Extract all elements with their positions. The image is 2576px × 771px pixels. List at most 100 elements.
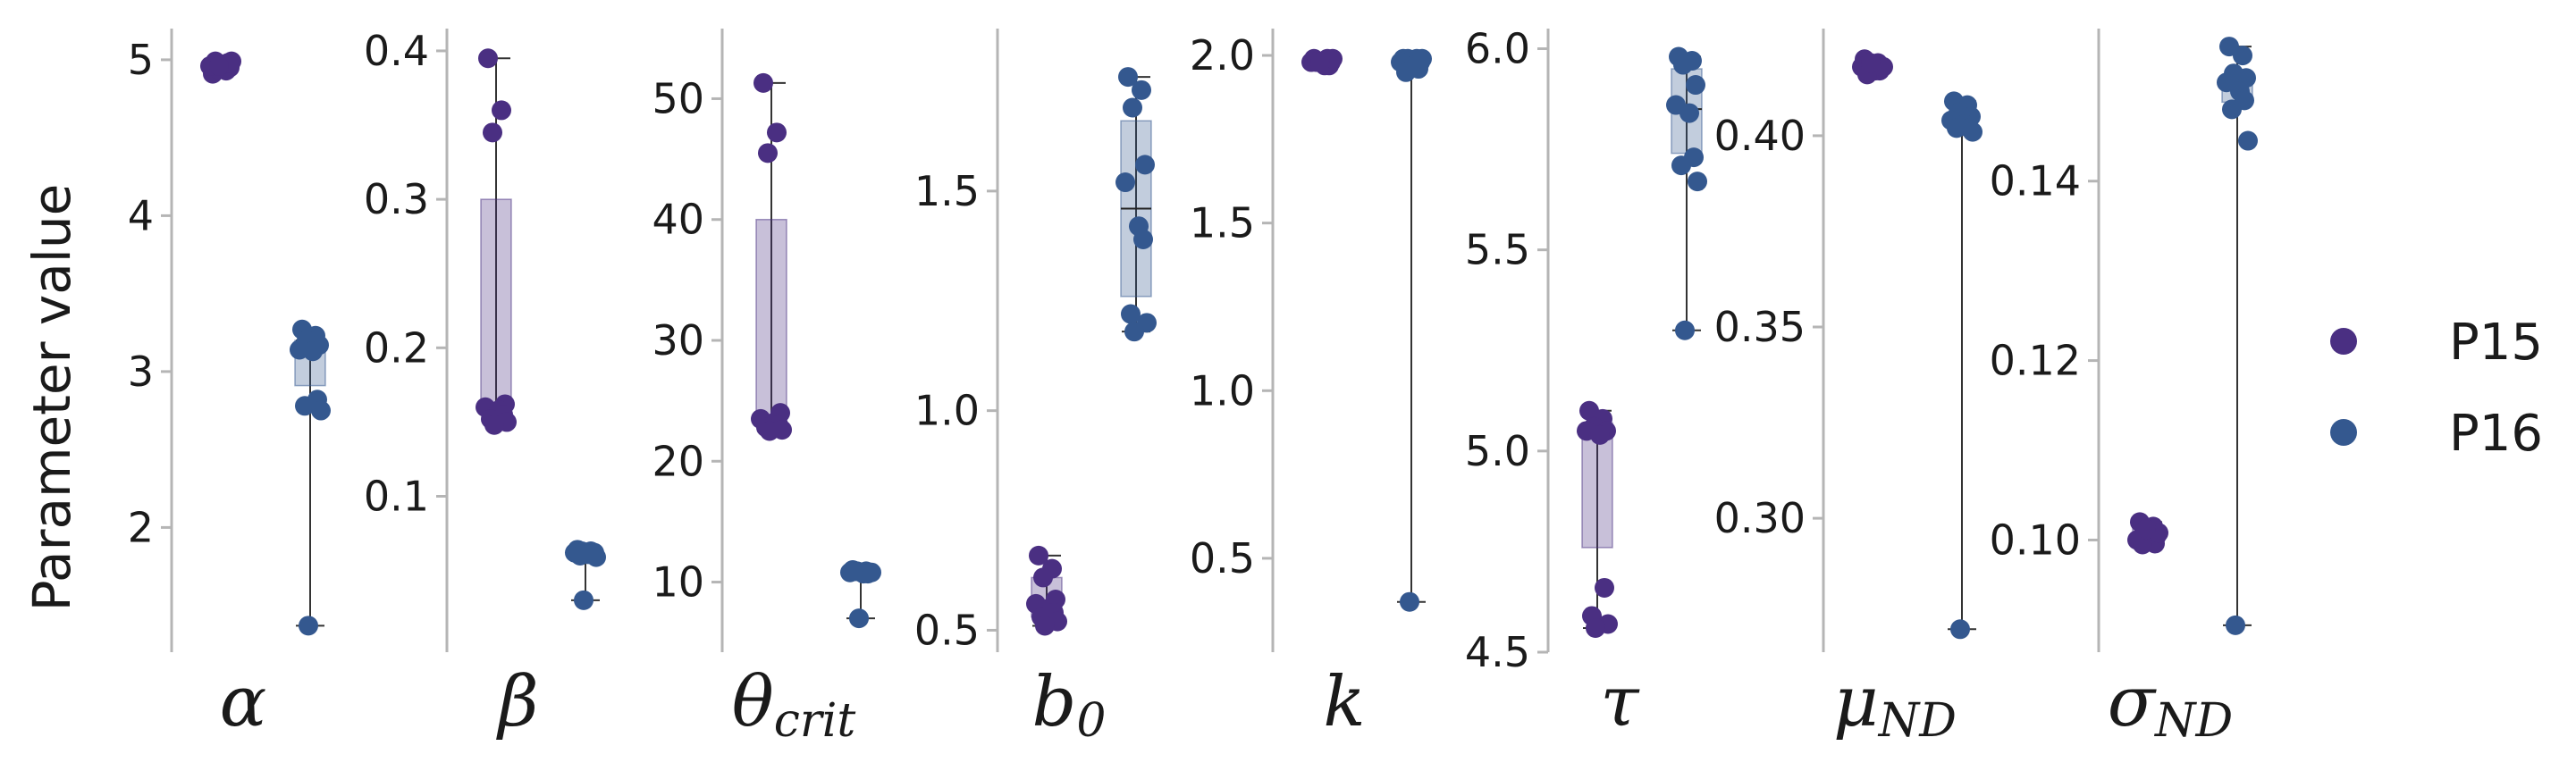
group-P16 — [2217, 37, 2258, 635]
y-tick-label: 0.35 — [1714, 303, 1806, 351]
legend-item-p16: P16 — [2330, 405, 2543, 463]
y-tick-label: 0.30 — [1714, 494, 1806, 542]
group-P15 — [1301, 48, 1343, 76]
data-point — [478, 48, 498, 69]
iqr-box — [480, 198, 512, 415]
y-tick-label: 3 — [128, 348, 154, 396]
y-tick-label: 5.0 — [1465, 427, 1530, 475]
data-point — [2233, 46, 2252, 66]
y-tick-label: 1.5 — [1190, 199, 1255, 247]
data-point — [1035, 616, 1055, 636]
data-point — [1123, 97, 1142, 118]
data-point — [1675, 320, 1695, 340]
data-point — [1033, 567, 1053, 588]
data-point — [1686, 75, 1705, 96]
y-tick-label: 30 — [652, 316, 704, 365]
data-point — [1310, 52, 1330, 72]
panel-8: 0.10 0.12 0.14 σND — [1990, 29, 2258, 748]
panel-label: α — [220, 662, 267, 742]
data-point — [2133, 534, 2152, 555]
panel-label: σND — [2108, 662, 2233, 748]
y-tick-label: 4.5 — [1465, 628, 1530, 676]
group-P15 — [476, 48, 517, 435]
data-point — [1135, 155, 1155, 175]
data-point — [1029, 545, 1048, 566]
y-tick-label: 2 — [128, 503, 154, 551]
panel-label: μND — [1833, 662, 1957, 748]
data-point — [570, 545, 590, 566]
data-point — [1861, 53, 1881, 73]
legend-label: P16 — [2449, 405, 2543, 463]
data-point — [1963, 122, 1983, 142]
panel-1: 2 3 4 5 α — [128, 29, 331, 742]
data-point — [209, 55, 229, 76]
group-P16 — [290, 319, 331, 636]
group-P15 — [2127, 512, 2168, 555]
data-point — [295, 396, 315, 416]
panel-5: 0.5 1.0 1.5 2.0 k — [1190, 29, 1432, 742]
panel-label: β — [495, 662, 538, 742]
data-point — [1595, 577, 1614, 598]
y-tick-label: 1.0 — [1190, 366, 1255, 415]
data-point — [574, 590, 593, 610]
data-point — [311, 400, 331, 421]
legend-marker — [2330, 328, 2357, 355]
y-tick-label: 6.0 — [1465, 25, 1530, 73]
data-point — [1679, 103, 1699, 123]
data-point — [862, 562, 881, 582]
iqr-box — [755, 218, 787, 426]
y-tick-label: 0.5 — [1190, 534, 1255, 582]
data-point — [1400, 591, 1419, 612]
group-P16 — [1666, 46, 1707, 340]
panel-4: 0.5 1.0 1.5 b0 — [914, 29, 1157, 748]
data-point — [767, 122, 787, 143]
legend: P15 P16 — [2330, 314, 2543, 463]
y-tick-label: 0.3 — [364, 175, 429, 223]
panel-label: b0 — [1031, 662, 1106, 748]
data-point — [2238, 130, 2258, 151]
panel-label-subscript: ND — [2153, 694, 2233, 748]
data-point — [492, 100, 511, 121]
legend-marker — [2330, 419, 2357, 446]
y-tick-label: 0.12 — [1990, 337, 2081, 385]
group-P15 — [751, 72, 792, 441]
data-point — [760, 421, 779, 441]
group-P16 — [1941, 91, 1983, 640]
group-P15 — [1026, 545, 1067, 636]
data-point — [586, 547, 606, 567]
group-P16 — [565, 540, 606, 610]
y-tick-label: 0.5 — [914, 606, 980, 654]
data-point — [1412, 48, 1432, 69]
group-P15 — [1852, 49, 1893, 85]
data-point — [1133, 229, 1153, 249]
group-P16 — [1391, 48, 1432, 612]
data-point — [753, 72, 773, 93]
data-point — [1132, 80, 1151, 100]
data-point — [1688, 172, 1707, 192]
y-tick-label: 4 — [128, 191, 154, 239]
data-point — [483, 122, 502, 143]
legend-label: P15 — [2449, 314, 2543, 372]
y-tick-label: 20 — [652, 437, 704, 485]
y-axis-title: Parameter value — [21, 184, 82, 612]
data-point — [1590, 424, 1610, 445]
data-point — [758, 143, 778, 163]
data-point — [1671, 155, 1691, 176]
data-point — [1586, 617, 1605, 638]
y-tick-label: 0.40 — [1714, 112, 1806, 160]
data-point — [846, 561, 865, 582]
group-P16 — [1115, 67, 1157, 342]
y-tick-label: 0.10 — [1990, 515, 2081, 564]
data-point — [849, 608, 869, 629]
data-point — [1396, 62, 1416, 82]
y-tick-label: 0.14 — [1990, 157, 2081, 205]
y-tick-label: 5.5 — [1465, 226, 1530, 274]
panel-3: 10 20 30 40 50 θcrit — [652, 29, 881, 748]
panel-label: θcrit — [732, 662, 856, 748]
data-point — [299, 616, 318, 636]
panel-2: 0.1 0.2 0.3 0.4 β — [364, 27, 606, 742]
y-tick-label: 5 — [128, 36, 154, 84]
data-point — [2136, 519, 2156, 540]
